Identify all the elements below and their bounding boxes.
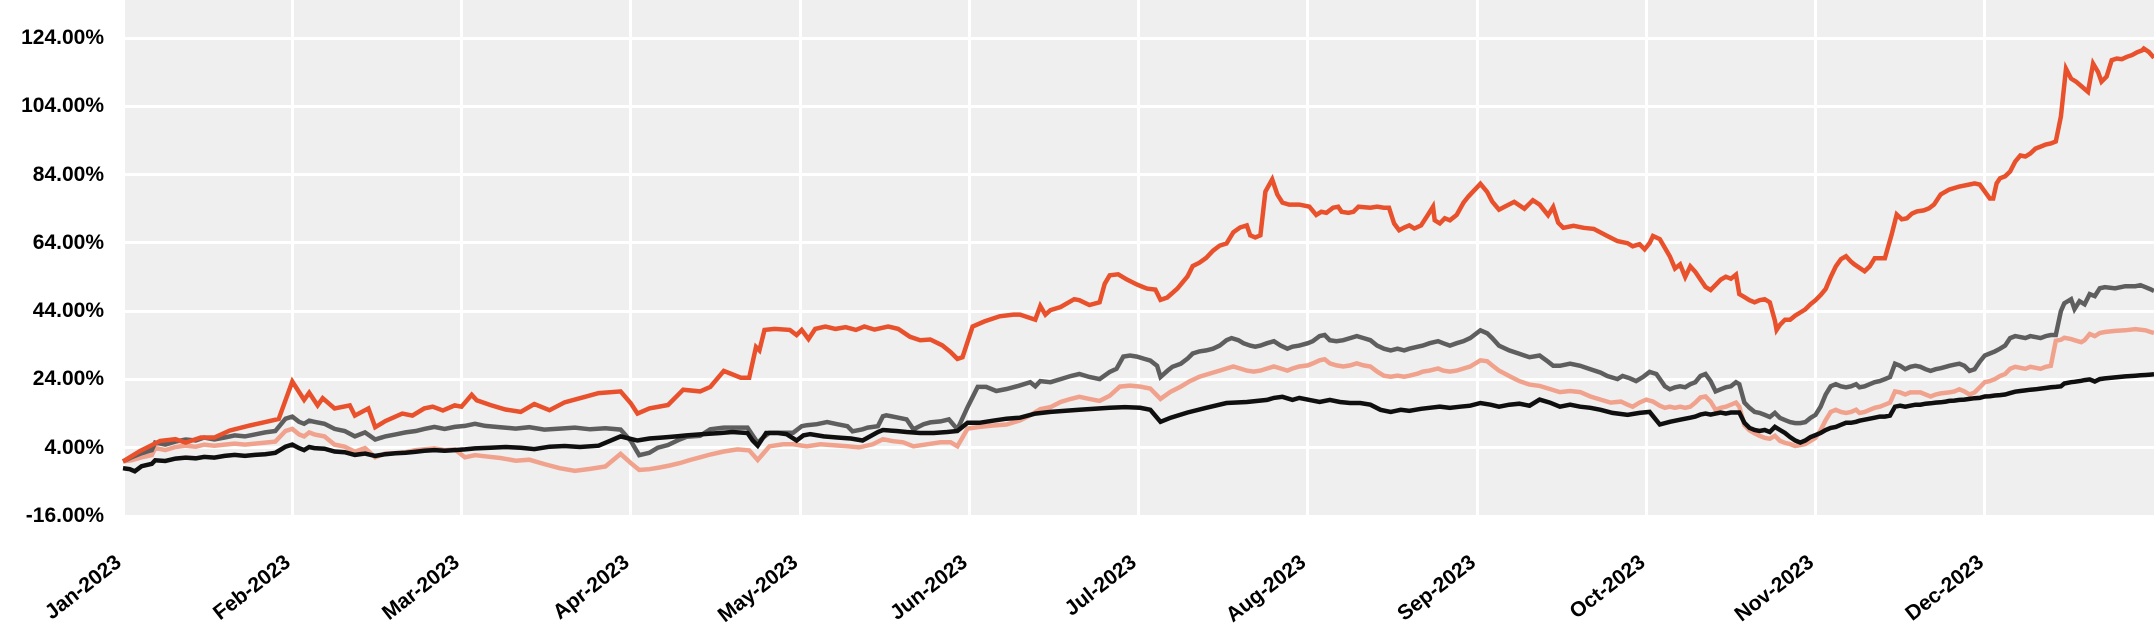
- v-gridline: [798, 0, 802, 516]
- v-gridline: [1306, 0, 1310, 516]
- y-tick-label: 4.00%: [44, 435, 104, 459]
- v-gridline: [1983, 0, 1987, 516]
- y-axis: 124.00% 104.00% 84.00% 64.00% 44.00% 24.00% 4.…: [0, 0, 112, 560]
- plot-area: [121, 0, 2154, 518]
- v-gridline: [290, 0, 294, 516]
- v-gridline: [1137, 0, 1140, 516]
- v-gridline: [121, 0, 125, 516]
- series-salmon-line: [122, 326, 2154, 474]
- v-gridline: [1814, 0, 1817, 516]
- v-gridline: [1475, 0, 1479, 516]
- v-gridline: [460, 0, 463, 516]
- y-tick-label: 44.00%: [32, 299, 104, 323]
- series-gray-line: [122, 282, 2154, 464]
- y-tick-label: 84.00%: [32, 162, 104, 186]
- h-gridline: [122, 514, 2154, 518]
- y-tick-label: 104.00%: [21, 94, 104, 118]
- y-tick-label: -16.00%: [25, 504, 104, 527]
- series-black-line: [122, 372, 2154, 474]
- y-tick-label: 24.00%: [32, 367, 104, 391]
- y-tick-label: 64.00%: [32, 230, 104, 254]
- v-gridline: [1644, 0, 1648, 516]
- series-orange-line: [121, 45, 2154, 464]
- v-gridline: [629, 0, 633, 516]
- y-tick-label: 124.00%: [21, 26, 104, 49]
- v-gridline: [967, 0, 971, 516]
